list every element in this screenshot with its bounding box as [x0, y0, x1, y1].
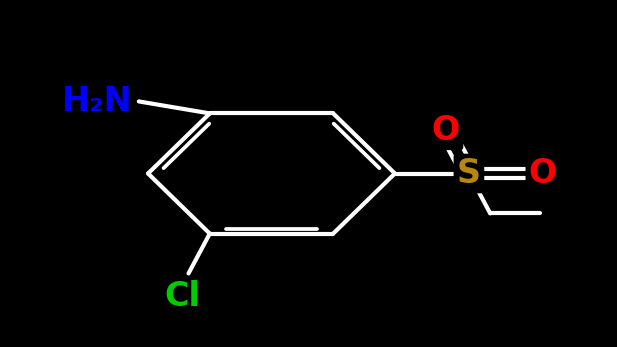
Text: O: O — [529, 157, 557, 190]
Text: S: S — [457, 157, 481, 190]
Text: O: O — [432, 114, 460, 147]
Text: Cl: Cl — [164, 280, 201, 313]
Text: H₂N: H₂N — [62, 85, 133, 118]
